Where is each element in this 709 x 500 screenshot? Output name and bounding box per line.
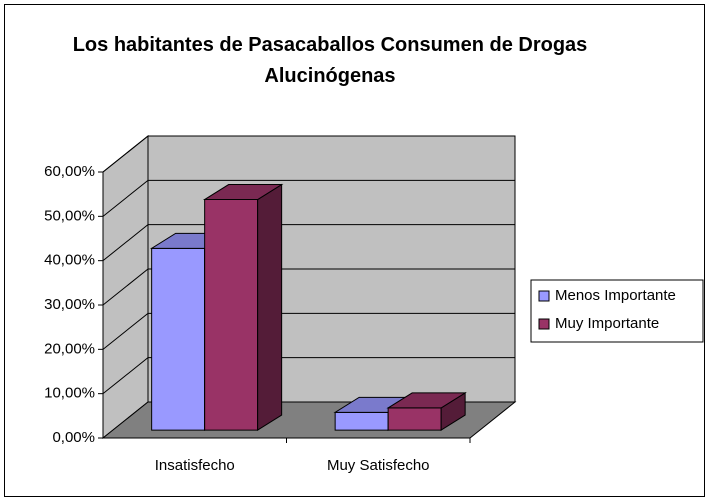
legend-box (530, 279, 704, 343)
legend-label: Muy Importante (555, 315, 659, 332)
grid-line (102, 268, 515, 306)
grid-line (102, 312, 515, 350)
bar-front (334, 411, 389, 431)
legend-swatch (538, 290, 550, 302)
y-tick-label: 50,00% (44, 207, 95, 224)
y-tick-label: 30,00% (44, 296, 95, 313)
bar (202, 183, 284, 431)
bar-front (387, 407, 442, 431)
chart-title: Los habitantes de Pasacaballos Consumen … (72, 34, 588, 87)
y-tick-label: 10,00% (44, 385, 95, 402)
bar-top (202, 184, 284, 201)
y-tick-label: 40,00% (44, 252, 95, 269)
y-tick-label: 20,00% (44, 340, 95, 357)
bar (386, 392, 467, 431)
grid-line (102, 135, 515, 173)
y-tick-label: 60,00% (44, 163, 95, 180)
bar-top (386, 392, 467, 409)
grid-line (102, 179, 515, 217)
x-tick-label: Insatisfecho (155, 457, 235, 474)
y-tick-label: 0,00% (52, 429, 95, 446)
bar-front (204, 199, 259, 431)
legend-swatch (538, 318, 550, 330)
grid-line (102, 224, 515, 262)
grid-line (102, 357, 515, 395)
bar-side (257, 183, 283, 431)
x-tick-label: Muy Satisfecho (327, 457, 430, 474)
bar-front (151, 247, 206, 431)
legend-label: Menos Importante (555, 287, 676, 304)
